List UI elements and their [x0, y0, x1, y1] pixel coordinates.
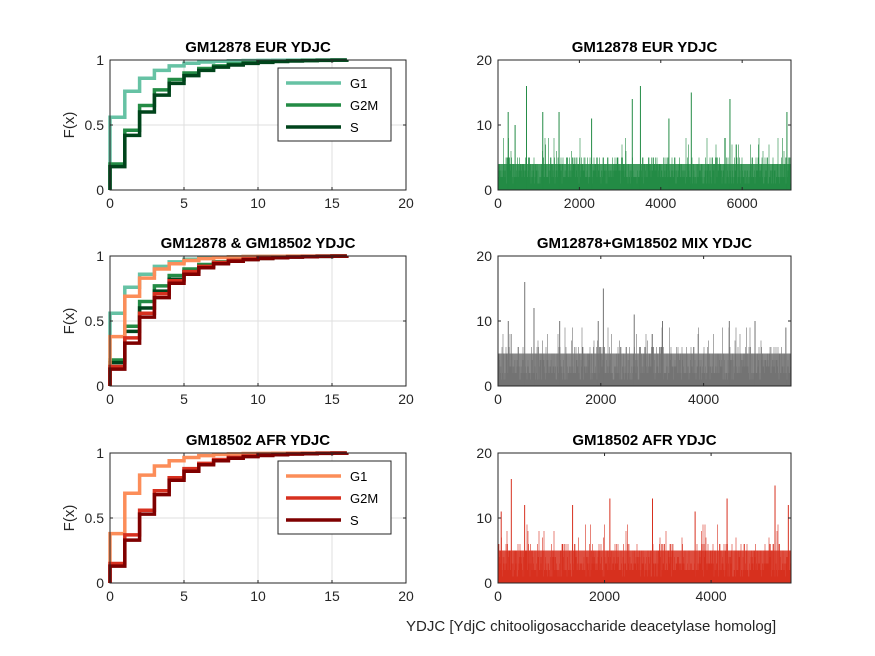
y-tick-label: 0.5 [85, 313, 105, 329]
footer-label: YDJC [YdjC chitooligosaccharide deacetyl… [406, 618, 776, 635]
cdf-series-afr_s [108, 254, 349, 386]
bar-base [498, 353, 791, 386]
bar-panel-afr: 0 2000 4000 0 10 20 GM18502 AFR YDJC [476, 432, 792, 604]
y-tick-label: 0 [484, 378, 492, 394]
legend-entry: G2M [350, 491, 378, 506]
x-tick-label: 20 [398, 391, 414, 407]
x-tick-label: 6000 [727, 195, 758, 211]
legend-entry: G2M [350, 98, 378, 113]
legend-entry: G1 [350, 76, 367, 91]
y-tick-label: 10 [476, 117, 492, 133]
y-tick-label: 0.5 [85, 117, 105, 133]
y-tick-label: 20 [476, 445, 492, 461]
x-tick-label: 5 [180, 195, 188, 211]
bar-panel-eur: 0 2000 4000 6000 0 10 20 GM12878 EUR YDJC [476, 39, 792, 211]
x-tick-label: 0 [106, 391, 114, 407]
y-tick-label: 0 [484, 182, 492, 198]
panel-title: GM18502 AFR YDJC [572, 432, 716, 449]
x-tick-label: 0 [106, 588, 114, 604]
legend-entry: G1 [350, 469, 367, 484]
x-tick-label: 0 [494, 195, 502, 211]
cdf-series-s [108, 451, 349, 583]
panel-title: GM18502 AFR YDJC [186, 432, 330, 449]
x-tick-label: 15 [324, 588, 340, 604]
x-tick-label: 20 [398, 195, 414, 211]
bar-panel-mix: 0 2000 4000 0 10 20 GM12878+GM18502 MIX YDJC [476, 235, 792, 407]
y-tick-label: 20 [476, 248, 492, 264]
cdf-series-s [108, 58, 349, 190]
y-tick-label: 1 [96, 248, 104, 264]
x-tick-label: 15 [324, 391, 340, 407]
panel-title: GM12878 & GM18502 YDJC [161, 235, 356, 252]
legend-entry: S [350, 120, 359, 135]
y-tick-label: 0 [484, 575, 492, 591]
y-tick-label: 20 [476, 52, 492, 68]
x-tick-label: 10 [250, 391, 266, 407]
y-tick-label: 0 [96, 182, 104, 198]
cdf-panel-eur: 0 5 10 15 20 0 0.5 1 GM12878 EUR YDJC F(x) G1 G2M S [61, 39, 414, 211]
y-tick-label: 0 [96, 378, 104, 394]
y-tick-label: 1 [96, 52, 104, 68]
x-tick-label: 2000 [589, 588, 620, 604]
y-axis-label: F(x) [61, 505, 78, 532]
legend: G1 G2M S [277, 460, 392, 535]
y-axis-label: F(x) [61, 308, 78, 335]
x-tick-label: 0 [494, 391, 502, 407]
y-tick-label: 10 [476, 510, 492, 526]
y-tick-label: 10 [476, 313, 492, 329]
x-tick-label: 4000 [696, 588, 727, 604]
x-tick-label: 20 [398, 588, 414, 604]
x-tick-label: 5 [180, 391, 188, 407]
x-tick-label: 10 [250, 588, 266, 604]
bar-base [498, 550, 791, 583]
y-tick-label: 0.5 [85, 510, 105, 526]
legend-entry: S [350, 513, 359, 528]
panel-title: GM12878 EUR YDJC [185, 39, 331, 56]
cdf-panel-afr: 0 5 10 15 20 0 0.5 1 GM18502 AFR YDJC F(x) G1 G2M S [61, 432, 414, 604]
x-tick-label: 15 [324, 195, 340, 211]
y-tick-label: 1 [96, 445, 104, 461]
x-tick-label: 4000 [688, 391, 719, 407]
y-tick-label: 0 [96, 575, 104, 591]
x-tick-label: 0 [494, 588, 502, 604]
panel-title: GM12878+GM18502 MIX YDJC [537, 235, 752, 252]
x-tick-label: 10 [250, 195, 266, 211]
x-tick-label: 4000 [645, 195, 676, 211]
x-tick-label: 0 [106, 195, 114, 211]
panel-title: GM12878 EUR YDJC [572, 39, 718, 56]
x-tick-label: 2000 [564, 195, 595, 211]
x-tick-label: 5 [180, 588, 188, 604]
x-tick-label: 2000 [585, 391, 616, 407]
bar-base [498, 164, 791, 190]
cdf-panel-mix: 0 5 10 15 20 0 0.5 1 GM12878 & GM18502 YDJC F(x) [61, 235, 414, 407]
y-axis-label: F(x) [61, 112, 78, 139]
legend: G1 G2M S [277, 67, 392, 142]
